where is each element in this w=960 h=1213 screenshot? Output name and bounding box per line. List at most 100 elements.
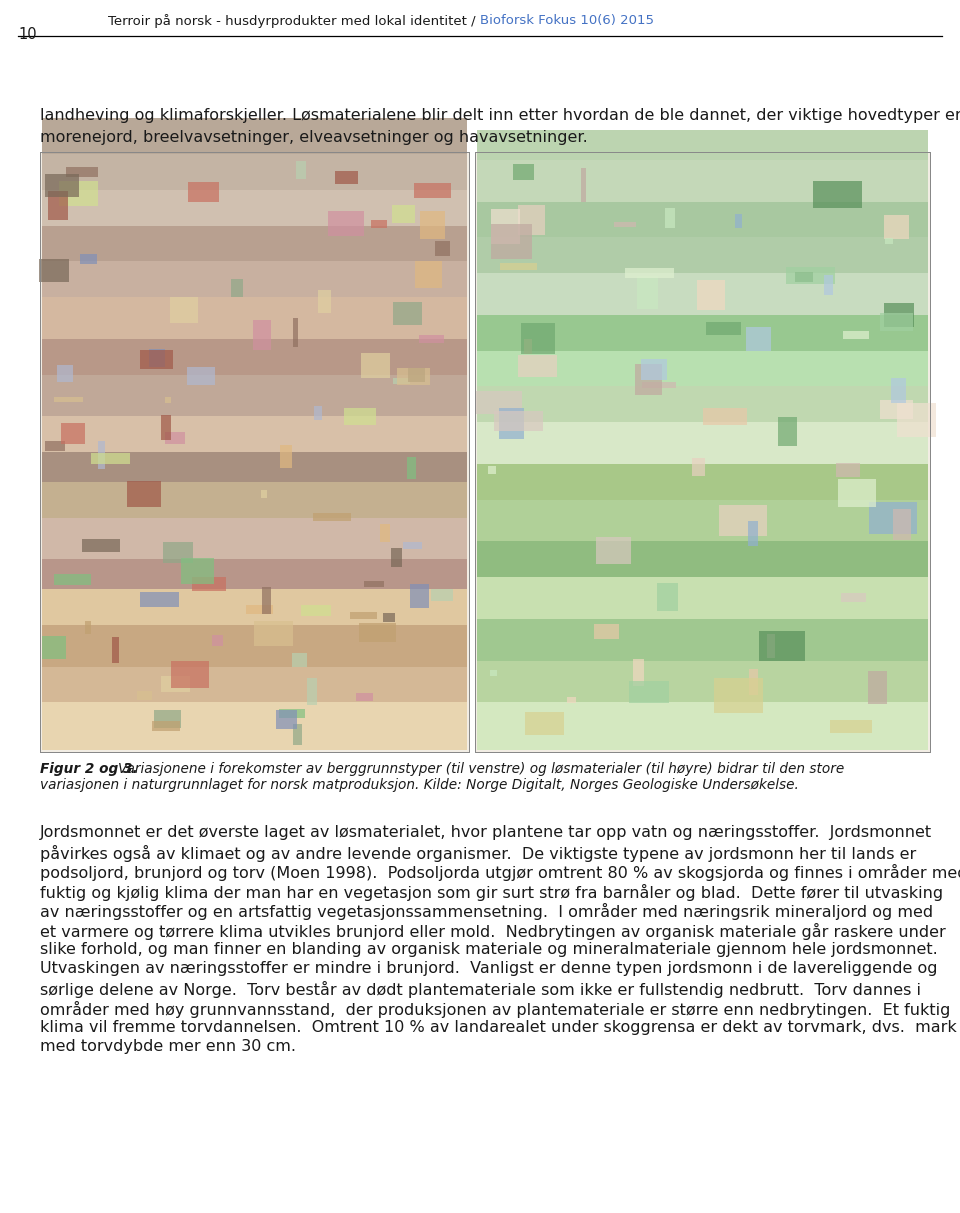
Bar bbox=[165, 397, 171, 403]
Bar bbox=[893, 508, 911, 540]
Bar bbox=[581, 169, 587, 203]
Bar bbox=[187, 366, 214, 385]
Bar bbox=[707, 321, 741, 335]
Bar bbox=[475, 152, 930, 752]
Bar bbox=[359, 623, 396, 642]
Bar bbox=[161, 676, 190, 691]
Bar bbox=[392, 548, 402, 566]
Bar bbox=[633, 659, 644, 687]
Bar bbox=[172, 661, 209, 688]
Bar bbox=[779, 416, 798, 446]
Bar bbox=[884, 216, 909, 239]
Text: av næringsstoffer og en artsfattig vegetasjonssammensetning.  I områder med næri: av næringsstoffer og en artsfattig veget… bbox=[40, 902, 933, 919]
Bar bbox=[642, 382, 676, 388]
Bar bbox=[477, 702, 928, 750]
Bar bbox=[880, 400, 913, 418]
Bar bbox=[57, 365, 73, 382]
Bar bbox=[170, 297, 198, 323]
Bar bbox=[344, 408, 376, 426]
Bar bbox=[42, 518, 467, 559]
Bar bbox=[84, 621, 91, 633]
Bar bbox=[396, 368, 430, 386]
Bar bbox=[477, 500, 928, 541]
Bar bbox=[128, 480, 161, 507]
Bar bbox=[98, 440, 105, 468]
Bar bbox=[42, 118, 467, 154]
Bar bbox=[42, 189, 467, 226]
Bar bbox=[477, 422, 928, 463]
Text: områder med høy grunnvannsstand,  der produksjonen av plantemateriale er større : områder med høy grunnvannsstand, der pro… bbox=[40, 1001, 950, 1018]
Bar bbox=[212, 634, 223, 645]
Bar bbox=[477, 160, 928, 201]
Text: 10: 10 bbox=[18, 27, 36, 42]
Bar bbox=[364, 581, 384, 587]
Bar bbox=[477, 238, 928, 273]
Bar bbox=[513, 164, 535, 180]
Bar bbox=[477, 201, 928, 238]
Bar bbox=[477, 577, 928, 619]
Bar bbox=[408, 369, 425, 382]
Bar bbox=[91, 452, 131, 463]
Bar bbox=[518, 355, 557, 377]
Bar bbox=[836, 463, 860, 477]
Text: Variasjonene i forekomster av berggrunnstyper (til venstre) og løsmaterialer (ti: Variasjonene i forekomster av berggrunns… bbox=[118, 762, 844, 776]
Bar bbox=[55, 574, 91, 585]
Bar bbox=[491, 224, 532, 260]
Bar bbox=[719, 506, 767, 536]
Bar bbox=[525, 712, 564, 735]
Bar bbox=[488, 466, 495, 474]
Bar bbox=[42, 702, 467, 750]
Bar bbox=[155, 710, 180, 728]
Bar bbox=[318, 290, 331, 313]
Bar bbox=[897, 404, 936, 437]
Bar bbox=[749, 522, 758, 546]
Bar bbox=[149, 349, 165, 368]
Bar bbox=[161, 415, 171, 440]
Bar bbox=[477, 273, 928, 315]
Bar bbox=[517, 205, 545, 235]
Bar bbox=[380, 524, 390, 541]
Text: med torvdybde mer enn 30 cm.: med torvdybde mer enn 30 cm. bbox=[40, 1040, 296, 1054]
Bar bbox=[162, 542, 193, 563]
Bar bbox=[767, 634, 775, 659]
Bar bbox=[735, 215, 742, 228]
Bar bbox=[42, 338, 467, 375]
Text: sørlige delene av Norge.  Torv består av dødt plantemateriale som ikke er fullst: sørlige delene av Norge. Torv består av … bbox=[40, 981, 921, 998]
Bar bbox=[301, 605, 331, 616]
Bar bbox=[407, 456, 416, 479]
Bar bbox=[415, 183, 451, 198]
Bar bbox=[328, 211, 364, 235]
Bar bbox=[477, 661, 928, 702]
Bar bbox=[868, 671, 887, 705]
Bar bbox=[42, 590, 467, 625]
Bar bbox=[420, 211, 445, 239]
Bar bbox=[824, 275, 832, 295]
Bar bbox=[42, 416, 467, 452]
Text: landheving og klimaforskjeller. Løsmaterialene blir delt inn etter hvordan de bl: landheving og klimaforskjeller. Løsmater… bbox=[40, 108, 960, 123]
Bar bbox=[59, 181, 98, 206]
Bar bbox=[475, 392, 522, 414]
Bar bbox=[837, 479, 876, 507]
Bar bbox=[246, 605, 274, 614]
Bar bbox=[880, 313, 913, 331]
Bar bbox=[435, 241, 450, 256]
Bar bbox=[40, 152, 469, 752]
Bar bbox=[477, 351, 928, 387]
Bar bbox=[42, 226, 467, 261]
Bar bbox=[830, 719, 872, 734]
Bar bbox=[593, 623, 619, 639]
Bar bbox=[42, 482, 467, 518]
Bar bbox=[795, 272, 813, 283]
Bar bbox=[313, 513, 350, 522]
Bar bbox=[66, 166, 98, 177]
Bar bbox=[475, 152, 930, 752]
Bar bbox=[54, 397, 83, 403]
Text: et varmere og tørrere klima utvikles brunjord eller mold.  Nedbrytingen av organ: et varmere og tørrere klima utvikles bru… bbox=[40, 923, 946, 940]
Bar bbox=[230, 279, 243, 297]
Text: påvirkes også av klimaet og av andre levende organismer.  De viktigste typene av: påvirkes også av klimaet og av andre lev… bbox=[40, 844, 916, 861]
Bar bbox=[45, 175, 80, 197]
Bar bbox=[499, 408, 524, 439]
Bar bbox=[253, 320, 271, 349]
Bar bbox=[490, 670, 496, 677]
Bar bbox=[477, 130, 928, 160]
